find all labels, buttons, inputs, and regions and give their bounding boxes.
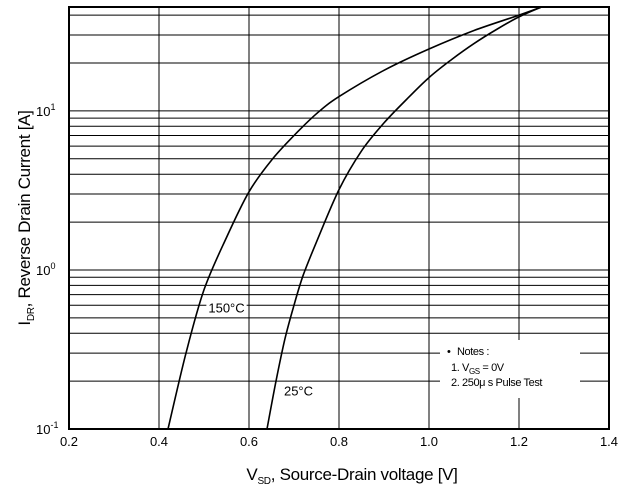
x-axis-label-rest: , Source-Drain voltage [V] [271,465,458,484]
y-tick-exponent: -1 [50,420,58,430]
y-axis-label-main: I [15,321,34,325]
plot-frame [68,6,610,430]
notes-bullet: • [447,346,451,358]
y-tick-base: 10 [36,104,50,119]
notes-line-2: 2. 250μ s Pulse Test [451,377,542,389]
curve-labels: 150°C 25°C [206,300,316,399]
x-tick-label: 0.6 [240,434,258,449]
x-tick-label: 1.4 [600,434,618,449]
data-curves [167,6,542,430]
y-axis-label-sub: DR [26,307,37,321]
y-tick-label: 100 [36,261,55,278]
y-tick-label: 101 [36,102,55,119]
y-tick-exponent: 0 [50,261,55,271]
series-curve-1 [266,6,542,430]
x-axis-label-sub: SD [257,476,270,487]
y-tick-label: 10-1 [36,420,58,437]
curve-label-150-background [206,300,247,316]
notes-heading: Notes : [457,346,489,358]
x-tick-label: 0.4 [150,434,168,449]
notes-line1-rest: = 0V [480,362,505,374]
y-axis-label-rest: , Reverse Drain Current [A] [15,110,34,307]
x-tick-label: 1.0 [420,434,438,449]
notes-line1-prefix: 1. V [451,362,470,374]
y-axis-label: IDR, Reverse Drain Current [A] [15,110,37,325]
series-curve-0 [167,6,542,430]
curve-label-25c: 25°C [284,383,313,398]
notes-line1-sub: GS [469,367,480,376]
y-tick-exponent: 1 [50,102,55,112]
x-axis-label-main: V [246,465,258,484]
x-tick-label: 0.8 [330,434,348,449]
y-tick-base: 10 [36,263,50,278]
notes-box: • Notes : 1. VGS = 0V 2. 250μ s Pulse Te… [440,340,580,398]
y-tick-base: 10 [36,422,50,437]
x-axis-label: VSD, Source-Drain voltage [V] [246,465,457,487]
curve-label-25-background [281,383,316,399]
x-tick-label: 0.2 [60,434,78,449]
x-tick-label: 1.2 [510,434,528,449]
curve-label-150c: 150°C [208,301,244,316]
notes-line-1: 1. VGS = 0V [451,362,505,376]
